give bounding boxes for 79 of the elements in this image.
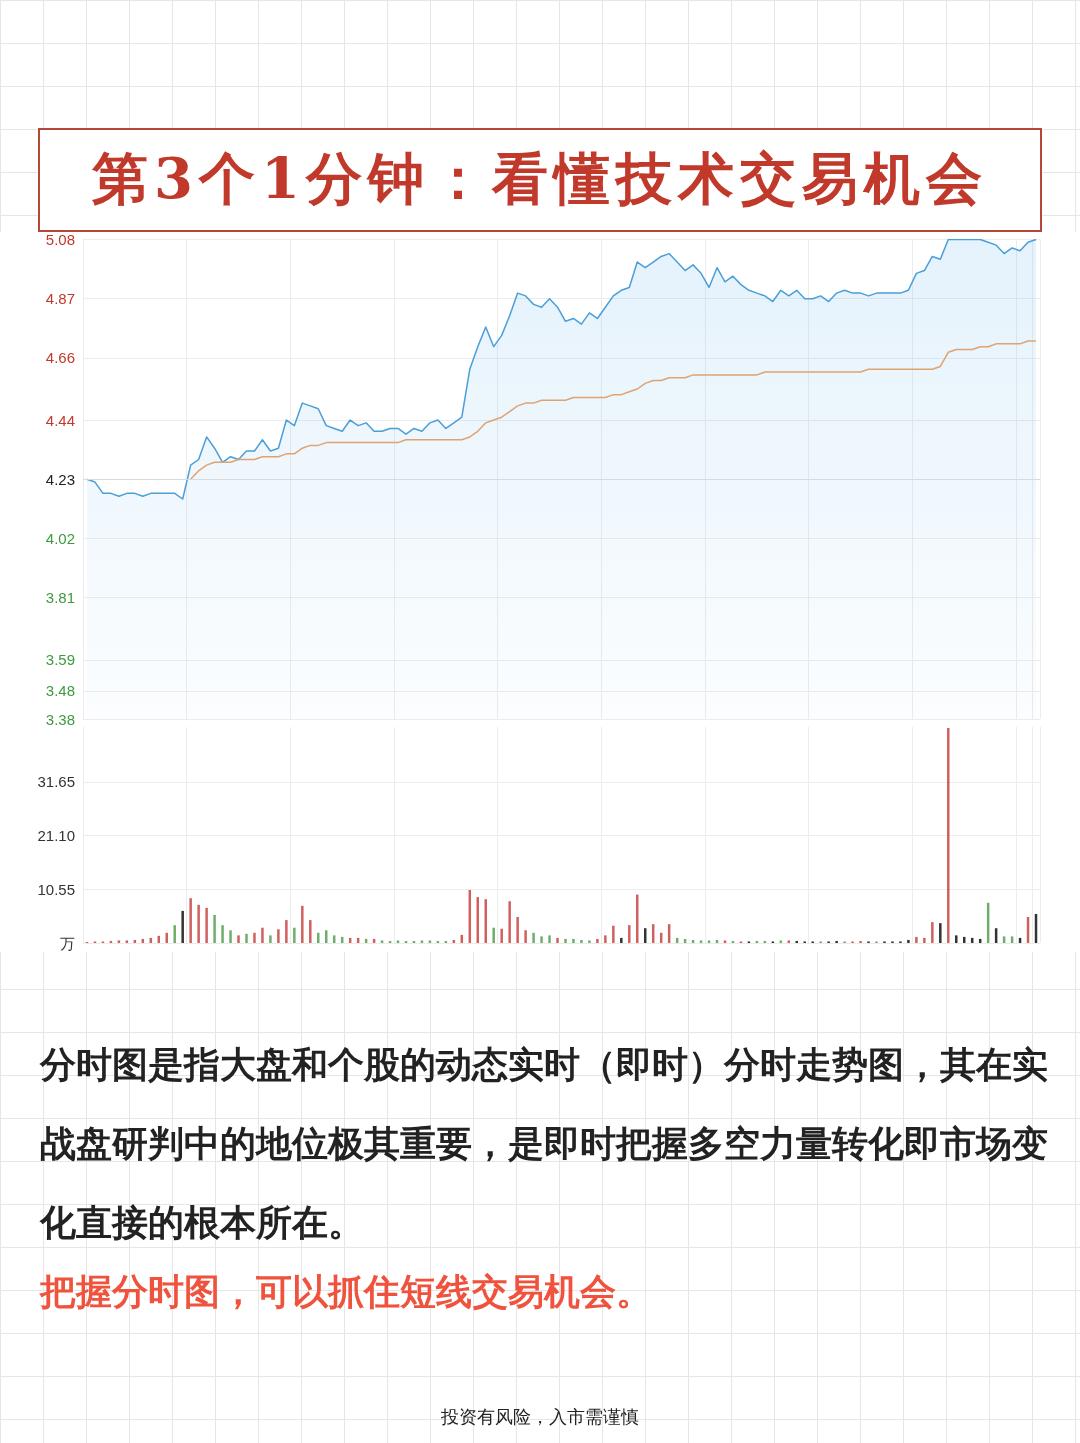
- bar: [636, 894, 639, 943]
- bar: [787, 940, 791, 943]
- y-tick-label: 4.87: [45, 290, 75, 308]
- bar: [516, 917, 519, 943]
- y-tick-label: 3.81: [45, 589, 75, 607]
- bar: [923, 937, 926, 943]
- bar: [524, 930, 527, 943]
- y-tick-label: 21.10: [37, 827, 75, 845]
- bar: [604, 935, 607, 943]
- bar: [309, 920, 312, 943]
- y-tick-label: 4.02: [45, 529, 75, 547]
- bar: [596, 938, 599, 943]
- bar: [213, 914, 216, 943]
- bar: [564, 938, 567, 943]
- bar: [500, 928, 503, 943]
- text: 分时图是指大盘和个股的动态实时（即时）分时走势图，其在实战盘研判中的地位极其重要，是即时把握多空力量转化即市场变化直接的根本所在。: [40, 1043, 1049, 1245]
- bar: [955, 935, 958, 943]
- y-tick-label: 3.59: [45, 651, 75, 669]
- bar: [540, 936, 543, 943]
- bar: [939, 923, 942, 943]
- bar: [396, 940, 400, 943]
- bar: [859, 940, 862, 943]
- bar: [261, 927, 264, 943]
- bar: [205, 907, 208, 943]
- line-series: [189, 340, 1037, 480]
- bar: [835, 940, 838, 943]
- y-tick-label: 5.08: [45, 231, 75, 248]
- bar: [221, 925, 224, 943]
- y-tick-label: 3.38: [45, 710, 75, 728]
- bar: [779, 940, 783, 943]
- bar: [293, 927, 296, 943]
- bar: [580, 939, 583, 943]
- bar: [907, 939, 910, 943]
- bar: [173, 925, 176, 943]
- bar: [556, 937, 559, 943]
- bar: [253, 932, 256, 943]
- text: 投资有风险，入市需谨慎: [440, 1405, 640, 1429]
- bar: [165, 932, 168, 943]
- y-tick-label: 3.48: [45, 682, 75, 700]
- bar: [189, 898, 192, 943]
- bar: [699, 940, 703, 943]
- bar: [245, 933, 248, 943]
- y-tick-label: 4.44: [45, 411, 75, 429]
- bar: [229, 930, 232, 943]
- y-tick-label: 4.66: [45, 349, 75, 367]
- bar: [117, 940, 121, 943]
- text: 把握分时图，可以抓住短线交易机会。: [40, 1270, 653, 1314]
- bar: [707, 940, 711, 943]
- bar: [197, 904, 200, 943]
- bar: [572, 938, 575, 943]
- bar: [285, 920, 288, 943]
- bar: [380, 940, 384, 943]
- bar: [237, 935, 240, 943]
- bar: [125, 940, 129, 943]
- bar: [181, 910, 184, 943]
- bar: [915, 936, 918, 943]
- bar: [484, 899, 487, 943]
- bar: [277, 929, 280, 943]
- bar: [492, 927, 495, 943]
- bar: [723, 940, 727, 943]
- bar: [628, 925, 631, 943]
- bar: [508, 901, 511, 943]
- y-tick-label: 4.23: [45, 470, 75, 488]
- chart-title: 第3个1分钟：看懂技术交易机会: [38, 128, 1042, 232]
- bar: [947, 728, 950, 943]
- bar: [301, 905, 304, 943]
- bar: [931, 922, 934, 943]
- bar: [612, 925, 615, 943]
- bar: [588, 940, 591, 943]
- bar: [420, 940, 424, 943]
- bar: [428, 940, 432, 943]
- bar: [548, 935, 551, 943]
- y-tick-label: 10.55: [37, 880, 75, 898]
- bar: [620, 937, 623, 943]
- y-tick-label: 31.65: [37, 773, 75, 791]
- bar: [269, 935, 272, 943]
- bar: [532, 932, 535, 943]
- y-tick-label: 万: [60, 934, 75, 952]
- bar: [317, 932, 320, 943]
